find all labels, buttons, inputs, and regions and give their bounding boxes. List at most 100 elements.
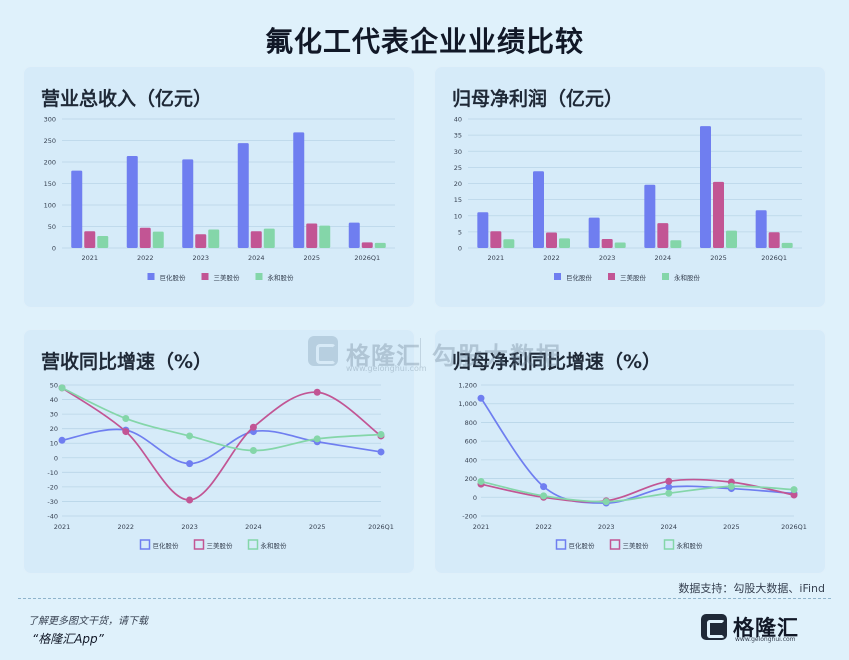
panel-net-profit-growth: 归母净利同比增速（%） -200 0 200 400 600 800 1,000 1,200 2… — [434, 329, 826, 574]
x-tick-label: 2023 — [192, 254, 209, 262]
bar — [755, 210, 767, 248]
footer-app-name: “格隆汇App” — [32, 632, 104, 646]
data-point — [249, 447, 257, 454]
bar — [490, 231, 502, 248]
y-tick-label: 30 — [50, 411, 58, 419]
y-tick-label: 1,000 — [458, 400, 477, 408]
data-point — [665, 483, 673, 491]
legend-label: 永和股份 — [677, 541, 704, 550]
legend-swatch — [554, 273, 561, 280]
data-point — [122, 414, 130, 422]
revenue-chart: 0 50 100 150 200 250 300 2021 2022 2023 2024 2025 20… — [44, 116, 395, 282]
series-line — [480, 480, 795, 503]
y-tick-label: 0 — [473, 494, 477, 502]
bar — [293, 132, 305, 248]
y-tick-label: 40 — [50, 396, 58, 404]
x-tick-label: 2024 — [661, 523, 678, 531]
y-tick-label: 15 — [454, 196, 462, 204]
y-tick-label: -20 — [47, 483, 58, 491]
bar — [477, 212, 489, 248]
bar — [559, 238, 570, 248]
legend-label: 三美股份 — [620, 273, 647, 282]
y-tick-label: 0 — [54, 454, 58, 462]
y-tick-label: -200 — [462, 513, 477, 521]
brand-url: www.gelonghui.com — [735, 636, 796, 643]
legend-swatch — [147, 273, 155, 280]
bar — [71, 170, 83, 248]
legend-swatch — [609, 539, 621, 550]
x-tick-label: 2021 — [81, 254, 98, 262]
bar — [700, 126, 711, 248]
bar — [126, 155, 138, 248]
y-tick-label: 600 — [465, 438, 477, 446]
x-tick-label: 2025 — [723, 523, 740, 531]
data-point — [186, 496, 194, 504]
footer-logo: 格隆汇 www.gelonghui.com — [701, 610, 821, 644]
bar — [546, 232, 557, 248]
data-point — [477, 394, 485, 402]
x-tick-label: 2022 — [543, 254, 560, 262]
bar — [644, 184, 656, 248]
legend-label: 三美股份 — [214, 273, 241, 282]
legend-label: 巨化股份 — [153, 541, 180, 550]
bar — [601, 238, 613, 248]
chart-title: 营业总收入（亿元） — [41, 88, 213, 110]
bar — [781, 242, 793, 248]
data-point — [665, 489, 673, 497]
y-tick-label: 0 — [52, 245, 56, 253]
data-source: 数据支持：勾股大数据、iFind — [678, 582, 825, 595]
bar — [374, 242, 386, 248]
bar — [139, 227, 151, 248]
x-tick-label: 2026Q1 — [354, 254, 380, 262]
data-point — [249, 423, 257, 431]
bar — [713, 181, 724, 248]
x-tick-label: 2026Q1 — [761, 254, 787, 262]
legend-label: 巨化股份 — [566, 273, 593, 282]
chart-title: 营收同比增速（%） — [41, 351, 213, 373]
x-tick-label: 2021 — [54, 523, 71, 531]
y-tick-label: 20 — [454, 180, 462, 188]
bar — [503, 239, 515, 248]
legend-label: 永和股份 — [261, 541, 288, 550]
brand-name: 格隆汇 — [733, 616, 799, 640]
y-tick-label: 100 — [44, 202, 56, 210]
legend-label: 永和股份 — [268, 273, 295, 282]
y-tick-label: -30 — [47, 498, 58, 506]
legend-swatch — [555, 539, 567, 550]
bar — [97, 235, 109, 248]
y-tick-label: 200 — [465, 475, 477, 483]
x-tick-label: 2025 — [710, 254, 727, 262]
data-point — [477, 477, 485, 485]
bar — [533, 171, 544, 248]
data-point — [727, 482, 735, 490]
footer-download-hint: 了解更多图文干货，请下载 — [28, 616, 148, 627]
y-tick-label: 5 — [458, 228, 462, 236]
bar — [657, 223, 669, 248]
x-tick-label: 2021 — [488, 254, 505, 262]
bar — [84, 231, 96, 248]
data-point — [790, 486, 798, 494]
bar — [726, 230, 737, 248]
y-tick-label: 150 — [44, 180, 56, 188]
x-tick-label: 2026Q1 — [781, 523, 807, 531]
legend-swatch — [663, 539, 675, 550]
data-point — [58, 436, 66, 444]
bar — [306, 223, 318, 248]
data-point — [186, 460, 194, 468]
x-tick-label: 2025 — [309, 523, 326, 531]
y-tick-label: 10 — [454, 212, 462, 220]
bar — [768, 232, 780, 248]
x-tick-label: 2024 — [655, 254, 672, 262]
legend-swatch — [193, 539, 205, 550]
bar — [670, 240, 682, 248]
x-tick-label: 2021 — [473, 523, 490, 531]
data-point — [313, 388, 321, 396]
data-point — [540, 492, 548, 500]
y-tick-label: 250 — [44, 137, 56, 145]
x-tick-label: 2023 — [181, 523, 198, 531]
y-tick-label: -40 — [47, 513, 58, 521]
y-tick-label: 10 — [50, 440, 58, 448]
legend-label: 三美股份 — [623, 541, 650, 550]
watermark-separator — [420, 338, 421, 368]
